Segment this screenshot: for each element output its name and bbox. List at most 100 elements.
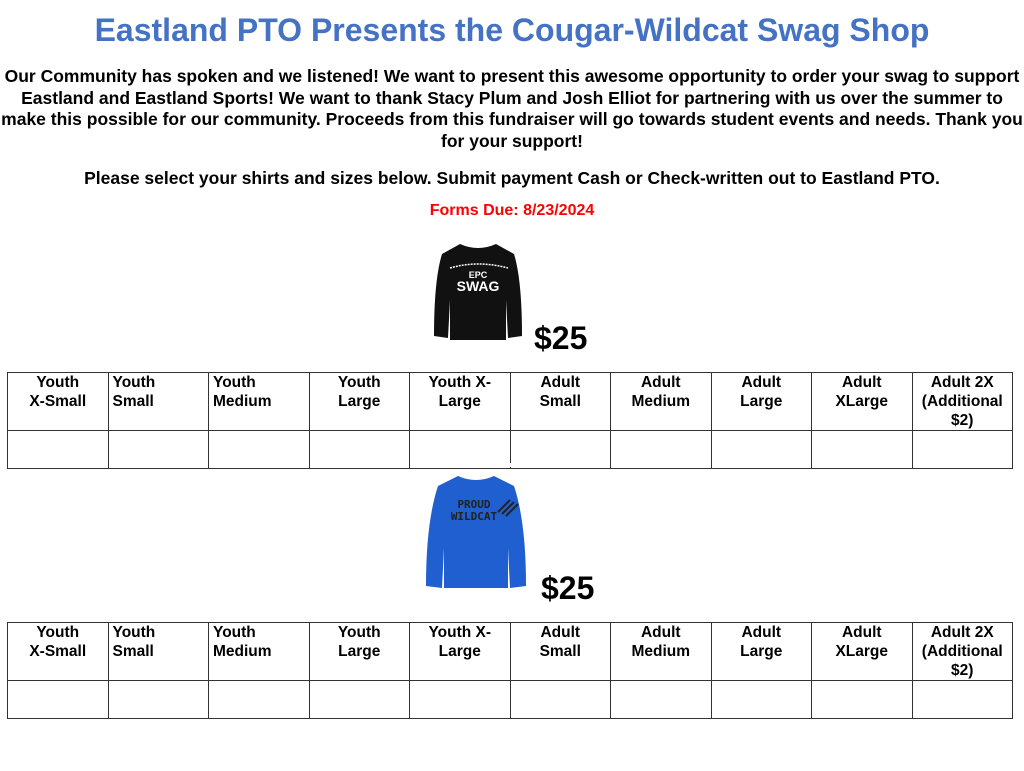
qty-cell[interactable]	[7, 680, 109, 719]
size-label: Small	[112, 393, 154, 410]
qty-cell[interactable]	[409, 680, 511, 719]
image-overlap	[423, 463, 531, 467]
size-label: XLarge	[835, 393, 889, 410]
size-label: Large	[438, 643, 481, 660]
size-label: Adult 2X	[930, 624, 994, 641]
qty-cell[interactable]	[208, 430, 310, 469]
size-header-row: Youth X-Small Youth Small Youth Medium Yout…	[7, 372, 1013, 431]
size-label: Adult	[741, 624, 782, 641]
shirt-text-1: EPC	[469, 270, 488, 280]
size-youth-l: Youth Large	[308, 622, 410, 681]
intro-text: Our Community has spoken and we listened…	[1, 66, 1023, 151]
size-label: Large	[338, 393, 381, 410]
size-youth-xs: Youth X-Small	[7, 622, 109, 681]
size-label: Adult 2X	[930, 374, 994, 391]
size-label: Adult	[540, 624, 581, 641]
size-label: Adult	[741, 374, 782, 391]
shirt-text-2: WILDCAT	[451, 510, 498, 523]
page-title: Eastland PTO Presents the Cougar-Wildcat…	[94, 12, 930, 48]
size-label: (Additional	[921, 643, 1003, 660]
black-sweatshirt-image: EPC SWAG	[434, 244, 522, 340]
forms-due: Forms Due: 8/23/2024	[429, 202, 595, 219]
size-label: Adult	[640, 624, 681, 641]
size-label: Youth	[337, 374, 381, 391]
price-1: $25	[534, 320, 588, 356]
size-label: Adult	[540, 374, 581, 391]
size-label: Youth	[213, 374, 256, 391]
qty-cell[interactable]	[911, 430, 1013, 469]
size-youth-s: Youth Small	[107, 622, 209, 681]
size-label: XLarge	[835, 643, 889, 660]
qty-cell[interactable]	[610, 680, 712, 719]
size-adult-l: Adult Large	[710, 622, 812, 681]
size-adult-l: Adult Large	[710, 372, 812, 431]
size-label: Medium	[631, 393, 691, 410]
size-adult-s: Adult Small	[509, 372, 611, 431]
qty-cell[interactable]	[911, 680, 1013, 719]
size-label: Large	[740, 643, 783, 660]
qty-cell[interactable]	[509, 680, 611, 719]
shirt-text-1: PROUD	[457, 498, 490, 511]
size-youth-xs: Youth X-Small	[7, 372, 109, 431]
size-label: $2)	[951, 662, 974, 679]
quantity-row	[7, 680, 1013, 719]
qty-cell[interactable]	[710, 430, 812, 469]
instructions: Please select your shirts and sizes belo…	[84, 168, 940, 188]
size-adult-2x: Adult 2X (Additional $2)	[911, 622, 1013, 681]
blue-sweatshirt-image: PROUD WILDCAT	[426, 476, 526, 588]
size-label: Medium	[213, 393, 272, 410]
size-youth-s: Youth Small	[107, 372, 209, 431]
size-label: Adult	[841, 624, 882, 641]
size-label: $2)	[951, 412, 974, 429]
qty-cell[interactable]	[710, 680, 812, 719]
size-label: Small	[539, 643, 581, 660]
size-label: Small	[539, 393, 581, 410]
qty-cell[interactable]	[7, 430, 109, 469]
size-label: Adult	[640, 374, 681, 391]
shirt-text-2: SWAG	[457, 278, 500, 294]
size-youth-m: Youth Medium	[208, 372, 310, 431]
qty-cell[interactable]	[509, 430, 611, 469]
size-label: Youth	[337, 624, 381, 641]
size-adult-xl: Adult XLarge	[811, 622, 913, 681]
size-adult-2x: Adult 2X (Additional $2)	[911, 372, 1013, 431]
size-label: Youth	[112, 624, 156, 641]
size-header-row: Youth X-Small Youth Small Youth Medium Yout…	[7, 622, 1013, 681]
size-label: Youth	[36, 624, 80, 641]
size-youth-xl: Youth X- Large	[409, 372, 511, 431]
size-label: Large	[740, 393, 783, 410]
size-youth-xl: Youth X- Large	[409, 622, 511, 681]
size-label: Medium	[213, 643, 272, 660]
size-adult-m: Adult Medium	[610, 372, 712, 431]
qty-cell[interactable]	[208, 680, 310, 719]
size-adult-s: Adult Small	[509, 622, 611, 681]
quantity-row	[7, 430, 1013, 469]
size-label: (Additional	[921, 393, 1003, 410]
qty-cell[interactable]	[610, 430, 712, 469]
size-label: Large	[338, 643, 381, 660]
size-adult-xl: Adult XLarge	[811, 372, 913, 431]
size-youth-m: Youth Medium	[208, 622, 310, 681]
size-adult-m: Adult Medium	[610, 622, 712, 681]
size-label: X-Small	[29, 643, 87, 660]
qty-cell[interactable]	[107, 680, 209, 719]
order-table-1: Youth X-Small Youth Small Youth Medium Yout…	[7, 372, 1013, 469]
size-label: Small	[112, 643, 154, 660]
size-label: Youth	[36, 374, 80, 391]
order-table-2: Youth X-Small Youth Small Youth Medium Yout…	[7, 622, 1013, 719]
price-2: $25	[541, 570, 595, 606]
size-label: Youth	[213, 624, 256, 641]
qty-cell[interactable]	[811, 680, 913, 719]
size-label: Youth	[112, 374, 156, 391]
size-label: Youth X-	[428, 624, 492, 641]
size-label: Adult	[841, 374, 882, 391]
qty-cell[interactable]	[308, 680, 410, 719]
size-label: Large	[438, 393, 481, 410]
qty-cell[interactable]	[107, 430, 209, 469]
size-label: Medium	[631, 643, 691, 660]
size-youth-l: Youth Large	[308, 372, 410, 431]
qty-cell[interactable]	[308, 430, 410, 469]
qty-cell[interactable]	[811, 430, 913, 469]
size-label: X-Small	[29, 393, 87, 410]
size-label: Youth X-	[428, 374, 492, 391]
